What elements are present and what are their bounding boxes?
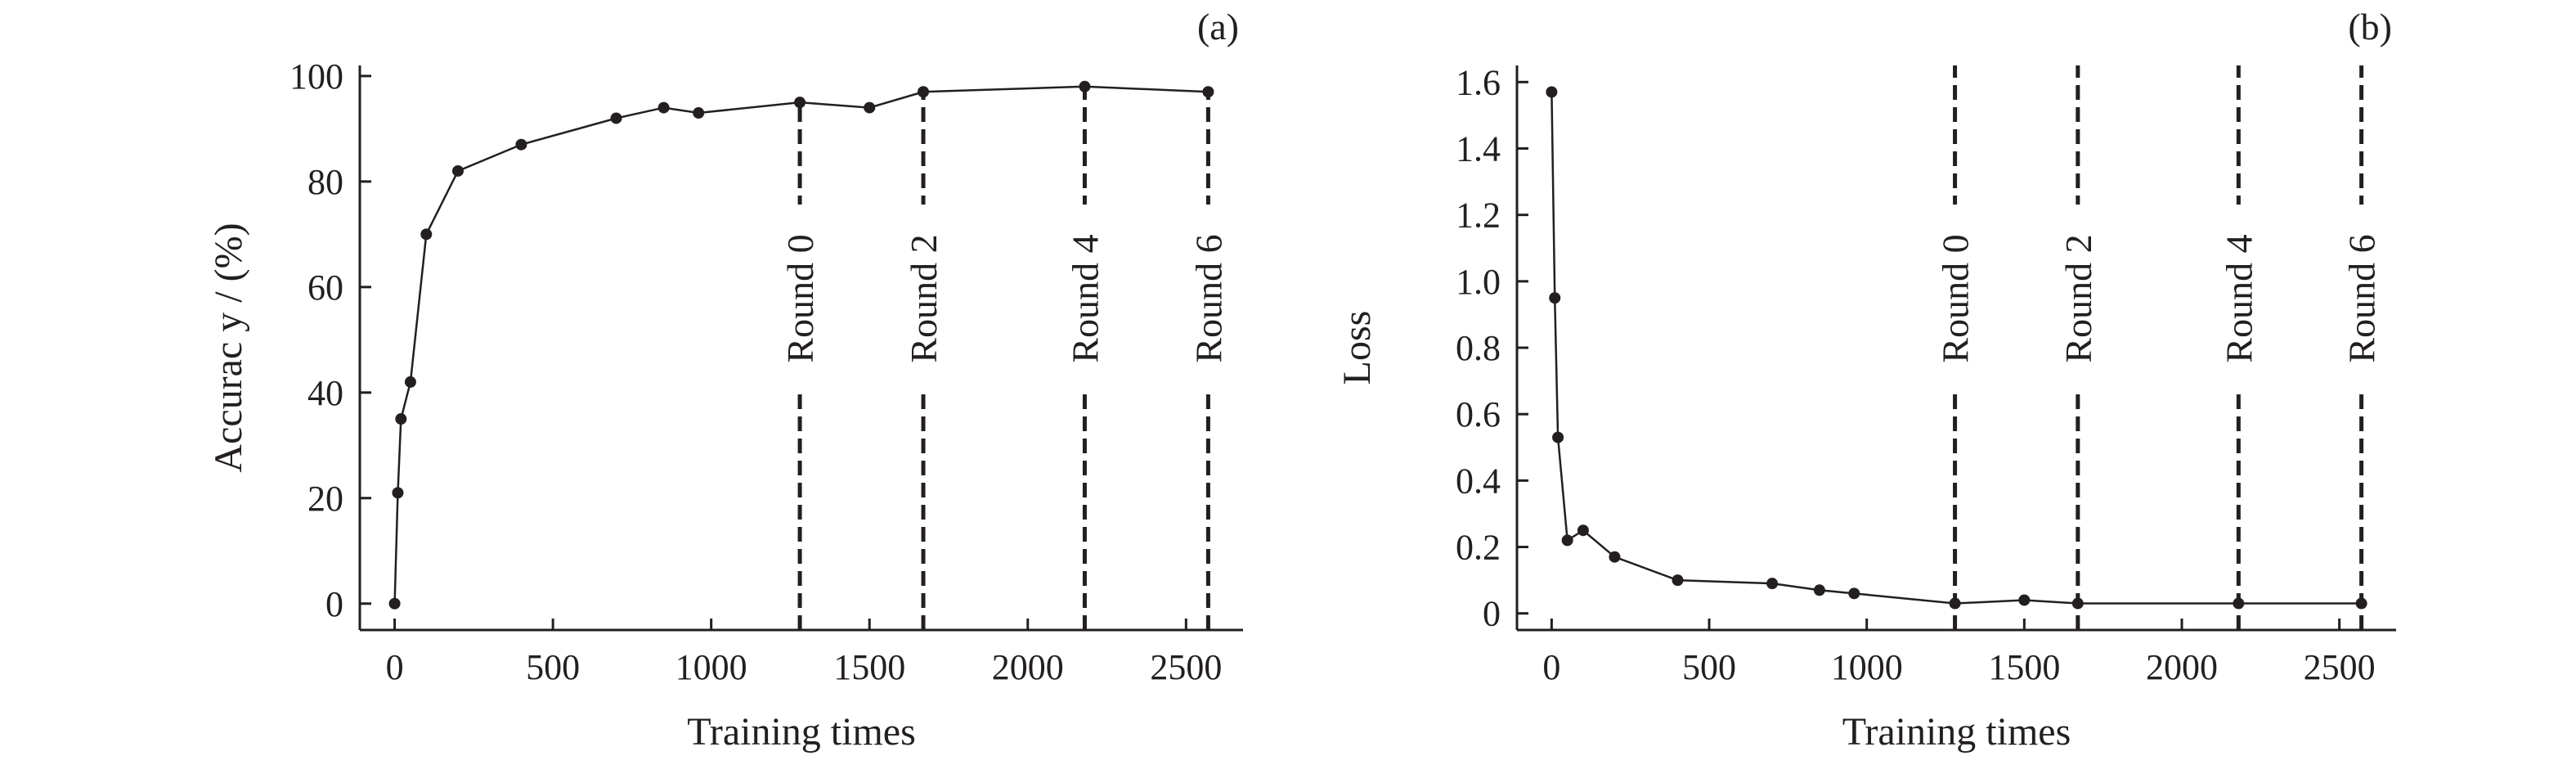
data-point [1577, 524, 1589, 537]
data-point [1546, 86, 1558, 98]
y-tick-label: 100 [289, 56, 343, 97]
y-tick-label: 0 [1483, 594, 1501, 634]
x-tick-label: 500 [1682, 647, 1736, 687]
data-point [610, 112, 622, 124]
y-tick-label: 0.2 [1456, 528, 1501, 568]
round-label: Round 6 [2341, 234, 2383, 362]
data-point [1609, 551, 1621, 563]
x-tick-label: 0 [1542, 647, 1560, 687]
round-label-bg [1928, 205, 1981, 393]
data-point [1672, 574, 1684, 587]
y-axis-title: Loss [1335, 311, 1379, 385]
y-tick-label: 0.6 [1456, 394, 1501, 434]
data-point [1549, 292, 1561, 304]
round-label: Round 2 [2058, 234, 2099, 362]
round-label-bg [2051, 205, 2104, 393]
y-tick-label: 40 [307, 373, 343, 413]
x-axis-title: Training times [687, 710, 916, 754]
panel-b: 0 500 1000 1500 2000 2500 0 0.2 0.4 0.6 0.8 1.0 1.2 1… [1335, 6, 2396, 754]
data-point [1561, 534, 1573, 547]
data-point [657, 101, 670, 114]
data-point [1813, 584, 1825, 596]
data-point [918, 86, 930, 98]
y-tick-label: 1.6 [1456, 62, 1501, 102]
x-tick-label: 1500 [1988, 647, 2060, 687]
data-point [1202, 86, 1214, 98]
data-point [2355, 597, 2367, 610]
data-point [1079, 80, 1091, 92]
panel-label: (a) [1197, 6, 1239, 47]
round-label: Round 4 [1064, 234, 1106, 362]
data-point [2233, 597, 2245, 610]
data-point [515, 138, 527, 151]
round-label: Round 0 [1935, 234, 1977, 362]
y-tick-label: 80 [307, 162, 343, 202]
x-tick-label: 1500 [833, 647, 905, 687]
y-tick-label: 0.8 [1456, 328, 1501, 368]
data-point [794, 97, 806, 109]
data-point [404, 376, 416, 388]
y-tick-label: 0.4 [1456, 461, 1501, 501]
data-point [420, 228, 433, 241]
x-axis-title: Training times [1842, 710, 2071, 754]
round-label: Round 6 [1187, 234, 1229, 362]
x-tick-label: 500 [526, 647, 580, 687]
y-tick-label: 20 [307, 479, 343, 519]
round-label: Round 2 [903, 234, 945, 362]
data-point [2071, 597, 2084, 610]
x-tick-label: 1000 [1831, 647, 1903, 687]
data-point [693, 107, 705, 119]
data-point [1848, 587, 1860, 600]
x-tick-label: 2500 [2304, 647, 2376, 687]
x-tick-label: 0 [386, 647, 404, 687]
y-tick-label: 60 [307, 268, 343, 308]
y-axis-title: Accurac y / (%) [207, 223, 250, 472]
data-point [1949, 597, 1961, 610]
y-tick-label: 1.0 [1456, 262, 1501, 302]
x-tick-label: 1000 [675, 647, 747, 687]
round-label-bg [1182, 205, 1235, 393]
data-point [388, 597, 401, 610]
round-label-bg [897, 205, 950, 393]
x-tick-label: 2000 [992, 647, 1064, 687]
panel-a: 0 500 1000 1500 2000 2500 0 20 40 60 80 100 Training… [207, 6, 1243, 754]
data-point [395, 413, 407, 425]
data-point [452, 164, 464, 177]
y-tick-label: 0 [325, 584, 343, 624]
data-point [1552, 431, 1564, 443]
y-tick-label: 1.2 [1456, 196, 1501, 236]
data-point [864, 101, 876, 114]
y-tick-label: 1.4 [1456, 128, 1501, 169]
x-tick-label: 2000 [2146, 647, 2218, 687]
data-point [392, 487, 404, 499]
round-label-bg [774, 205, 827, 393]
round-label: Round 4 [2218, 234, 2260, 362]
round-label-bg [1058, 205, 1111, 393]
round-label: Round 0 [779, 234, 821, 362]
x-tick-label: 2500 [1150, 647, 1222, 687]
panel-label: (b) [2348, 6, 2392, 47]
data-point [1766, 578, 1779, 590]
data-point [2018, 594, 2031, 606]
round-label-bg [2335, 205, 2388, 393]
round-label-bg [2212, 205, 2265, 393]
